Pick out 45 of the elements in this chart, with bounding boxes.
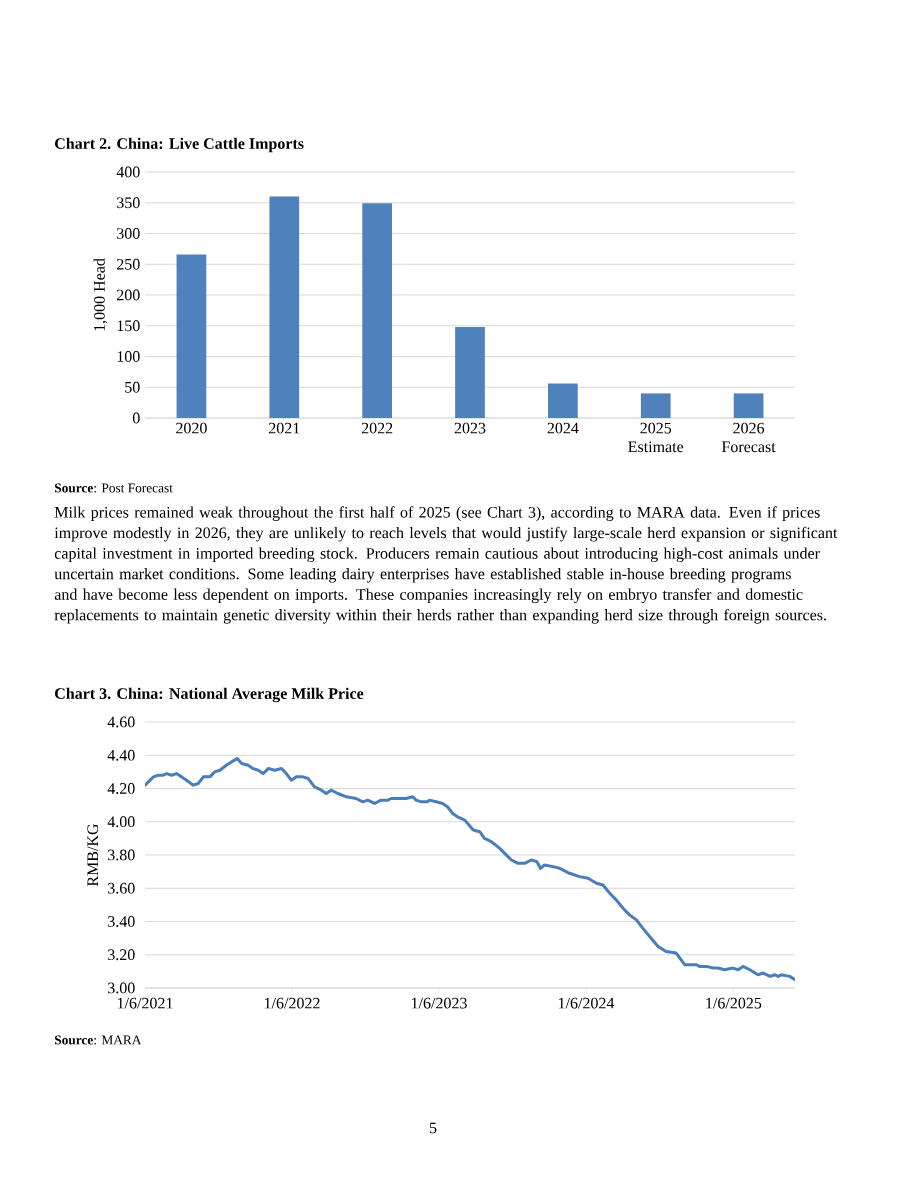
bar (269, 196, 300, 419)
y-tick-label: 0 (132, 412, 140, 424)
y-tick-label: 4.40 (107, 749, 135, 761)
bar (548, 383, 578, 419)
y-axis-title: RMB/KG (87, 823, 99, 887)
y-tick-label: 300 (117, 228, 140, 239)
chart-title: Chart 2. China: Live Cattle Imports (55, 137, 304, 153)
x-tick-label: 2023 (454, 422, 486, 434)
x-tick-label: 1/6/2023 (411, 997, 467, 1009)
text: Milk prices remained weak throughout the first half of 2025 (see Chart 3), according to MARA data. Even if prices improve modestly in 2026, they are unlikely to reach levels that would justify large-scale herd expansion or significant capital investment in imported breeding stock. Producers remain cautious about introducing high-cost animals under uncertain market conditions. Some leading dairy enterprises have established stable in-house breeding programs and have become less dependent on imports. These companies increasingly rely on embryo transfer and domestic replacements to maintain genetic diversity within their herds rather than expanding herd size through foreign sources. (54, 506, 838, 624)
y-tick-label: 50 (125, 381, 140, 393)
bar (455, 326, 485, 419)
y-tick-label: 4.20 (107, 783, 135, 794)
y-tick-label: 3.40 (108, 916, 135, 927)
y-tick-label: 3.80 (108, 849, 135, 861)
x-tick-label: 2024 (547, 422, 579, 434)
y-tick-label: 4.00 (107, 816, 135, 828)
y-tick-label: 4.60 (107, 716, 135, 728)
x-tick-label: 2020 (176, 422, 207, 434)
y-tick-label: 100 (117, 351, 140, 362)
y-tick-label: 3.60 (108, 882, 135, 894)
x-tick-label: 1/6/2024 (558, 997, 615, 1009)
bar (362, 203, 392, 419)
x-tick-label: 1/6/2022 (264, 997, 320, 1009)
chart-title: Chart 3. China: National Average Milk Price (55, 687, 364, 703)
bar (176, 254, 207, 419)
bar (733, 393, 764, 419)
text: 5 (429, 1122, 437, 1134)
y-tick-label: 3.00 (108, 982, 135, 994)
x-tick-label: 2025 Estimate (628, 422, 684, 453)
y-axis-title: 1,000 Head (93, 258, 108, 331)
text: Source: MARA (54, 1035, 142, 1045)
y-tick-label: 150 (117, 320, 140, 332)
x-tick-label: 2021 (269, 422, 300, 434)
bar (640, 393, 671, 419)
y-tick-label: 200 (117, 289, 140, 301)
y-tick-label: 250 (117, 258, 140, 270)
x-tick-label: 1/6/2021 (117, 997, 173, 1009)
x-tick-label: 2022 (361, 422, 393, 434)
text: Source: Post Forecast (54, 483, 173, 493)
y-tick-label: 3.20 (108, 949, 135, 961)
x-tick-label: 1/6/2025 (706, 997, 762, 1009)
y-tick-label: 400 (116, 166, 140, 178)
x-tick-label: 2026 Forecast (721, 422, 776, 453)
y-tick-label: 350 (117, 197, 140, 209)
